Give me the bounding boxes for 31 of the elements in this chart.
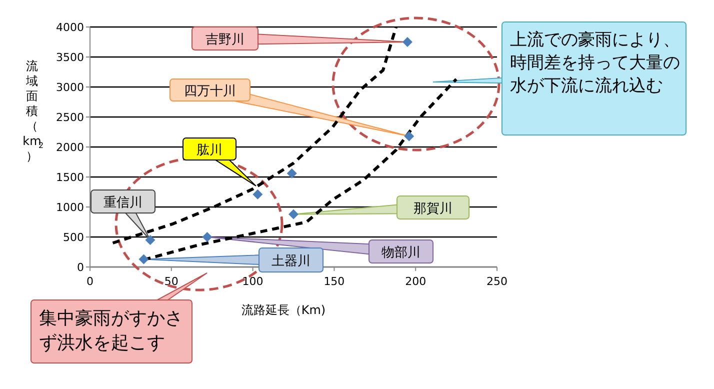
point [252,189,263,200]
y-tick-label: 1500 [56,171,84,184]
y-tick-label: 3500 [56,51,84,64]
point [402,37,412,47]
point [145,235,156,245]
x-tick-label: 0 [86,275,94,288]
annotation: 土器川 [272,254,310,269]
annotation: 肱川 [196,143,222,158]
annotation: 物部川 [382,246,420,260]
annotation: 那賀川 [414,202,452,216]
annotation: 四万十川 [184,84,236,99]
annotation: 重信川 [104,196,142,210]
y-tick-label: 0 [77,261,84,274]
y-tick-label: 1000 [56,201,84,214]
x-tick-label: 150 [324,275,345,288]
y-tick-label: 4000 [56,21,84,34]
y-tick-label: 2000 [56,141,84,154]
point [288,209,298,220]
x-tick-label: 50 [164,275,178,288]
x-axis-title: 流路延長（Km) [241,303,326,317]
y-tick-label: 3000 [56,81,84,94]
x-tick-label: 250 [486,275,508,288]
point [286,168,297,178]
x-tick-label: 200 [405,275,426,288]
point [138,254,149,264]
point [404,131,414,142]
annotation: 吉野川 [206,32,244,48]
point [202,232,212,242]
y-tick-label: 2500 [56,111,84,124]
x-tick-label: 100 [242,275,264,288]
y-tick-label: 500 [63,231,84,244]
